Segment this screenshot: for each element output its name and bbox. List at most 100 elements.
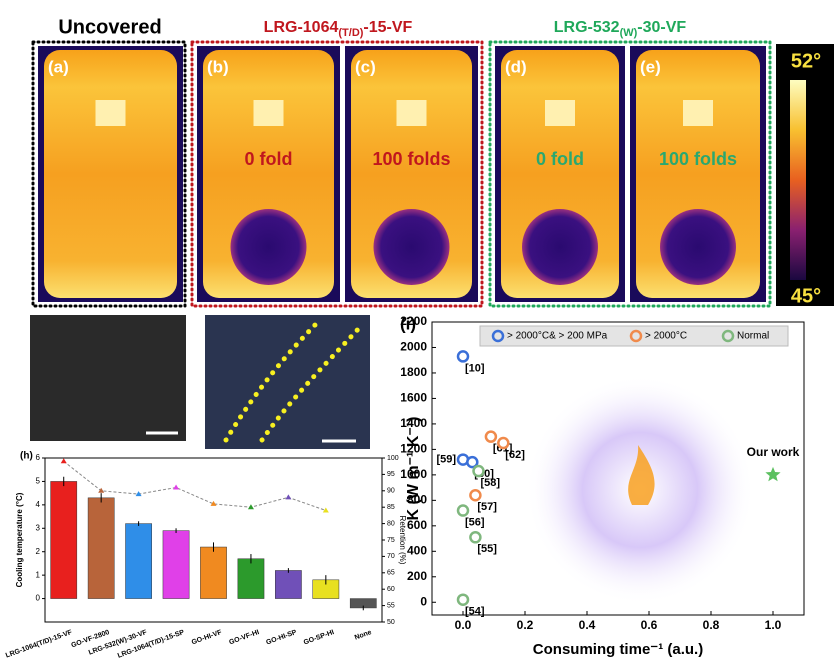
- y2-tick-label: 80: [387, 520, 395, 527]
- y2-tick-label: 95: [387, 471, 395, 478]
- y-tick-label: 1000: [400, 467, 427, 481]
- header-main: LRG-1064: [264, 19, 339, 36]
- y-tick-label: 400: [407, 543, 427, 557]
- header-rest: -15-VF: [363, 19, 412, 36]
- uncovered-spot: [230, 209, 307, 285]
- point: [484, 430, 498, 443]
- header-sub: (W): [620, 27, 638, 39]
- y-tick-label: 6: [36, 453, 41, 462]
- y-tick-label: 5: [36, 477, 41, 486]
- panel-label: (i): [400, 314, 416, 333]
- retention-marker: [60, 458, 67, 464]
- x-tick-label: None: [354, 629, 373, 642]
- retention-marker: [322, 507, 329, 513]
- x-tick-label: GO-HI-VF: [191, 629, 224, 647]
- micrograph: [205, 315, 370, 449]
- y-tick-label: 4: [36, 500, 41, 509]
- legend-marker: [629, 329, 643, 343]
- y2-axis-label: Retention (%): [398, 516, 407, 565]
- legend-marker: [721, 329, 735, 343]
- header-sub: (T/D): [338, 27, 363, 39]
- bar: [87, 497, 115, 599]
- bar: [50, 481, 78, 599]
- camera: [95, 100, 126, 126]
- y2-tick-label: 50: [387, 619, 395, 626]
- point: [456, 504, 470, 517]
- point: [472, 464, 485, 478]
- point-label: [62]: [505, 449, 525, 461]
- colorbar-min: 45°: [791, 285, 821, 307]
- y-tick-label: 1200: [400, 442, 427, 456]
- panel-label: (e): [640, 57, 661, 76]
- y-tick-label: 3: [36, 523, 41, 532]
- x-tick-label: 0.8: [703, 618, 720, 632]
- point-label: [56]: [465, 516, 485, 528]
- flame: [628, 445, 655, 505]
- point-label: [10]: [465, 362, 485, 374]
- header-main: LRG-532: [554, 19, 620, 36]
- y2-tick-label: 65: [387, 570, 395, 577]
- legend-label: > 2000°C: [645, 331, 687, 342]
- y-tick-label: 2200: [400, 314, 427, 328]
- point: [497, 436, 510, 450]
- retention-marker: [98, 487, 105, 493]
- uncovered-spot: [373, 209, 450, 285]
- retention-marker: [247, 504, 254, 510]
- fold-label: 100 folds: [372, 149, 450, 169]
- y-tick-label: 0: [36, 594, 41, 603]
- panel-label: (d): [505, 57, 527, 76]
- point: [456, 350, 470, 363]
- panel-label: (a): [48, 57, 69, 76]
- y-tick-label: 1400: [400, 416, 427, 430]
- header-group1: LRG-1064(T/D)-15-VF: [264, 19, 413, 39]
- x-tick-label: GO-HI-SP: [265, 629, 298, 647]
- point: [469, 531, 482, 544]
- uncovered-spot: [660, 209, 736, 285]
- y-tick-label: 800: [407, 493, 427, 507]
- colorbar: [790, 80, 806, 280]
- bar: [200, 546, 227, 599]
- panel-label: (b): [207, 57, 229, 76]
- frame: [488, 40, 772, 308]
- y-tick-label: 1800: [400, 365, 427, 379]
- retention-marker: [285, 494, 292, 500]
- fold-label: 0 fold: [536, 149, 584, 169]
- micrograph: [30, 315, 186, 441]
- boundary: [223, 317, 323, 443]
- phone: [44, 50, 177, 298]
- x-tick-label: 0.6: [641, 618, 658, 632]
- header-rest: -30-VF: [637, 19, 686, 36]
- x-tick-label: 0.0: [455, 618, 472, 632]
- point: [469, 489, 482, 502]
- header-group2: LRG-532(W)-30-VF: [554, 19, 687, 39]
- point-label: [59]: [436, 453, 456, 465]
- y-tick-label: 200: [407, 569, 427, 583]
- y-axis-label: Cooling temperature (°C): [15, 492, 24, 587]
- legend-label: > 2000°C& > 200 MPa: [507, 331, 608, 342]
- frame: [190, 40, 484, 308]
- legend-marker: [491, 329, 505, 343]
- y-tick-label: 0: [420, 594, 427, 608]
- y-tick-label: 600: [407, 518, 427, 532]
- bar: [125, 523, 152, 599]
- x-tick-label: GO-SP-HI: [303, 629, 335, 647]
- uncovered-spot: [522, 209, 598, 285]
- y-axis-label: K (W m⁻¹ K⁻¹): [405, 417, 422, 521]
- y2-tick-label: 60: [387, 586, 395, 593]
- camera: [253, 100, 284, 126]
- bar: [237, 558, 265, 599]
- legend-box: [479, 325, 789, 347]
- fold-label: 0 fold: [245, 149, 293, 169]
- y2-tick-label: 55: [387, 602, 395, 609]
- retention-marker: [135, 491, 142, 497]
- colorbar-max: 52°: [791, 50, 821, 72]
- camera: [545, 100, 575, 126]
- frame: [31, 40, 187, 308]
- point-label: [55]: [477, 543, 497, 555]
- fold-label: 100 folds: [659, 149, 737, 169]
- bar: [162, 530, 190, 599]
- y-tick-label: 1600: [400, 391, 427, 405]
- star-marker: [765, 466, 781, 482]
- y-tick-label: 1: [36, 570, 41, 579]
